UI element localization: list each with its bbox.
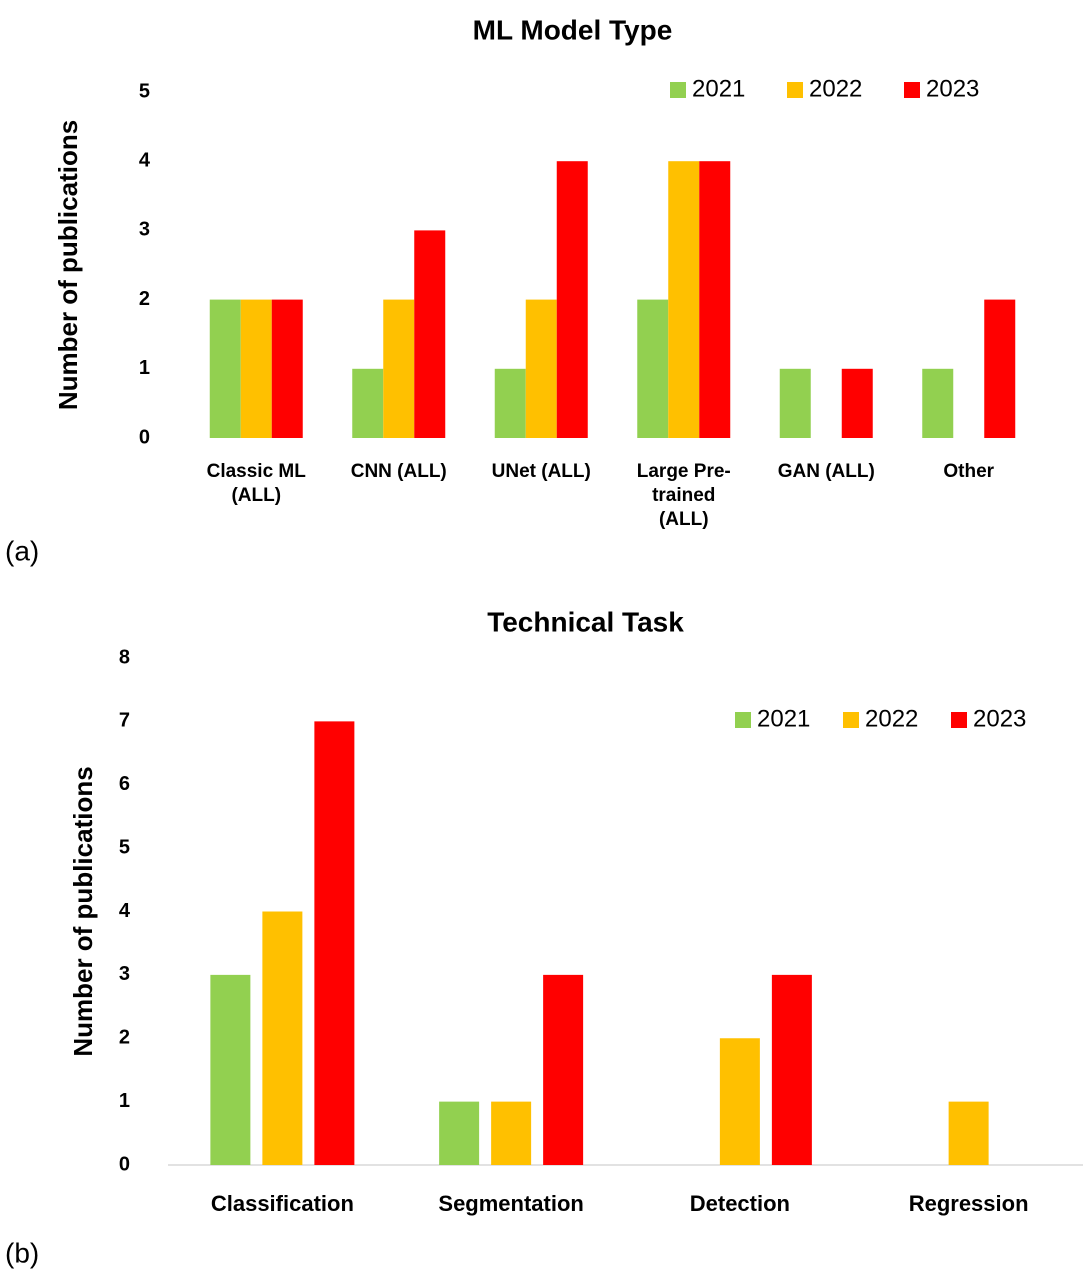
bar bbox=[699, 161, 731, 438]
y-tick-label: 8 bbox=[119, 646, 130, 668]
legend-swatch bbox=[670, 82, 686, 98]
y-tick-label: 5 bbox=[139, 80, 150, 102]
y-tick-label: 4 bbox=[119, 900, 131, 922]
x-tick-label: GAN (ALL) bbox=[777, 461, 875, 482]
legend-label: 2023 bbox=[926, 75, 979, 102]
x-tick-label: Large Pre-trained (ALL) bbox=[636, 461, 731, 530]
bar bbox=[314, 721, 355, 1165]
x-tick-label: UNet (ALL) bbox=[491, 461, 591, 482]
y-tick-label: 7 bbox=[119, 710, 130, 732]
x-tick-label: Detection bbox=[689, 1191, 790, 1216]
y-tick-label: 0 bbox=[119, 1153, 130, 1175]
chart-title: Technical Task bbox=[487, 606, 684, 637]
y-tick-label: 1 bbox=[139, 357, 150, 379]
bar bbox=[525, 299, 557, 438]
legend-label: 2023 bbox=[973, 705, 1026, 732]
bar bbox=[210, 974, 251, 1165]
x-tick-label: Classification bbox=[210, 1191, 354, 1216]
y-tick-label: 5 bbox=[119, 836, 130, 858]
legend-swatch bbox=[843, 712, 859, 728]
bar bbox=[556, 161, 588, 438]
x-tick-label: Regression bbox=[908, 1191, 1029, 1216]
x-tick-label: Segmentation bbox=[438, 1191, 584, 1216]
bar bbox=[491, 1101, 532, 1165]
bar bbox=[494, 368, 526, 438]
legend-label: 2022 bbox=[809, 75, 862, 102]
y-tick-label: 3 bbox=[139, 219, 150, 241]
y-axis-label: Number of publications bbox=[53, 120, 83, 410]
panel-label: (a) bbox=[5, 535, 39, 566]
bar bbox=[240, 299, 272, 438]
legend-swatch bbox=[787, 82, 803, 98]
x-tick-label: Other bbox=[943, 461, 995, 482]
bar bbox=[352, 368, 384, 438]
y-axis-label: Number of publications bbox=[68, 766, 98, 1056]
y-tick-label: 6 bbox=[119, 773, 130, 795]
bar bbox=[439, 1101, 480, 1165]
bar bbox=[668, 161, 700, 438]
y-tick-label: 4 bbox=[139, 149, 151, 171]
bar bbox=[383, 299, 415, 438]
bar bbox=[948, 1101, 989, 1165]
bar bbox=[719, 1038, 760, 1165]
legend-swatch bbox=[735, 712, 751, 728]
chart-title: ML Model Type bbox=[473, 14, 673, 45]
bar bbox=[262, 911, 303, 1165]
y-tick-label: 2 bbox=[139, 288, 150, 310]
bar bbox=[414, 230, 446, 438]
y-tick-label: 0 bbox=[139, 426, 150, 448]
bar bbox=[841, 368, 873, 438]
legend-label: 2021 bbox=[692, 75, 745, 102]
legend-swatch bbox=[951, 712, 967, 728]
x-tick-label: CNN (ALL) bbox=[350, 461, 447, 482]
legend-swatch bbox=[904, 82, 920, 98]
bar bbox=[271, 299, 303, 438]
legend-label: 2021 bbox=[757, 705, 810, 732]
bar bbox=[771, 974, 812, 1165]
legend-label: 2022 bbox=[865, 705, 918, 732]
panel-label: (b) bbox=[5, 1237, 39, 1268]
bar bbox=[984, 299, 1016, 438]
y-tick-label: 1 bbox=[119, 1090, 130, 1112]
bar bbox=[637, 299, 669, 438]
bar bbox=[922, 368, 954, 438]
x-tick-label: Classic ML (ALL) bbox=[206, 461, 306, 506]
y-tick-label: 2 bbox=[119, 1027, 130, 1049]
bar bbox=[209, 299, 241, 438]
bar bbox=[543, 974, 584, 1165]
y-tick-label: 3 bbox=[119, 963, 130, 985]
bar bbox=[779, 368, 811, 438]
